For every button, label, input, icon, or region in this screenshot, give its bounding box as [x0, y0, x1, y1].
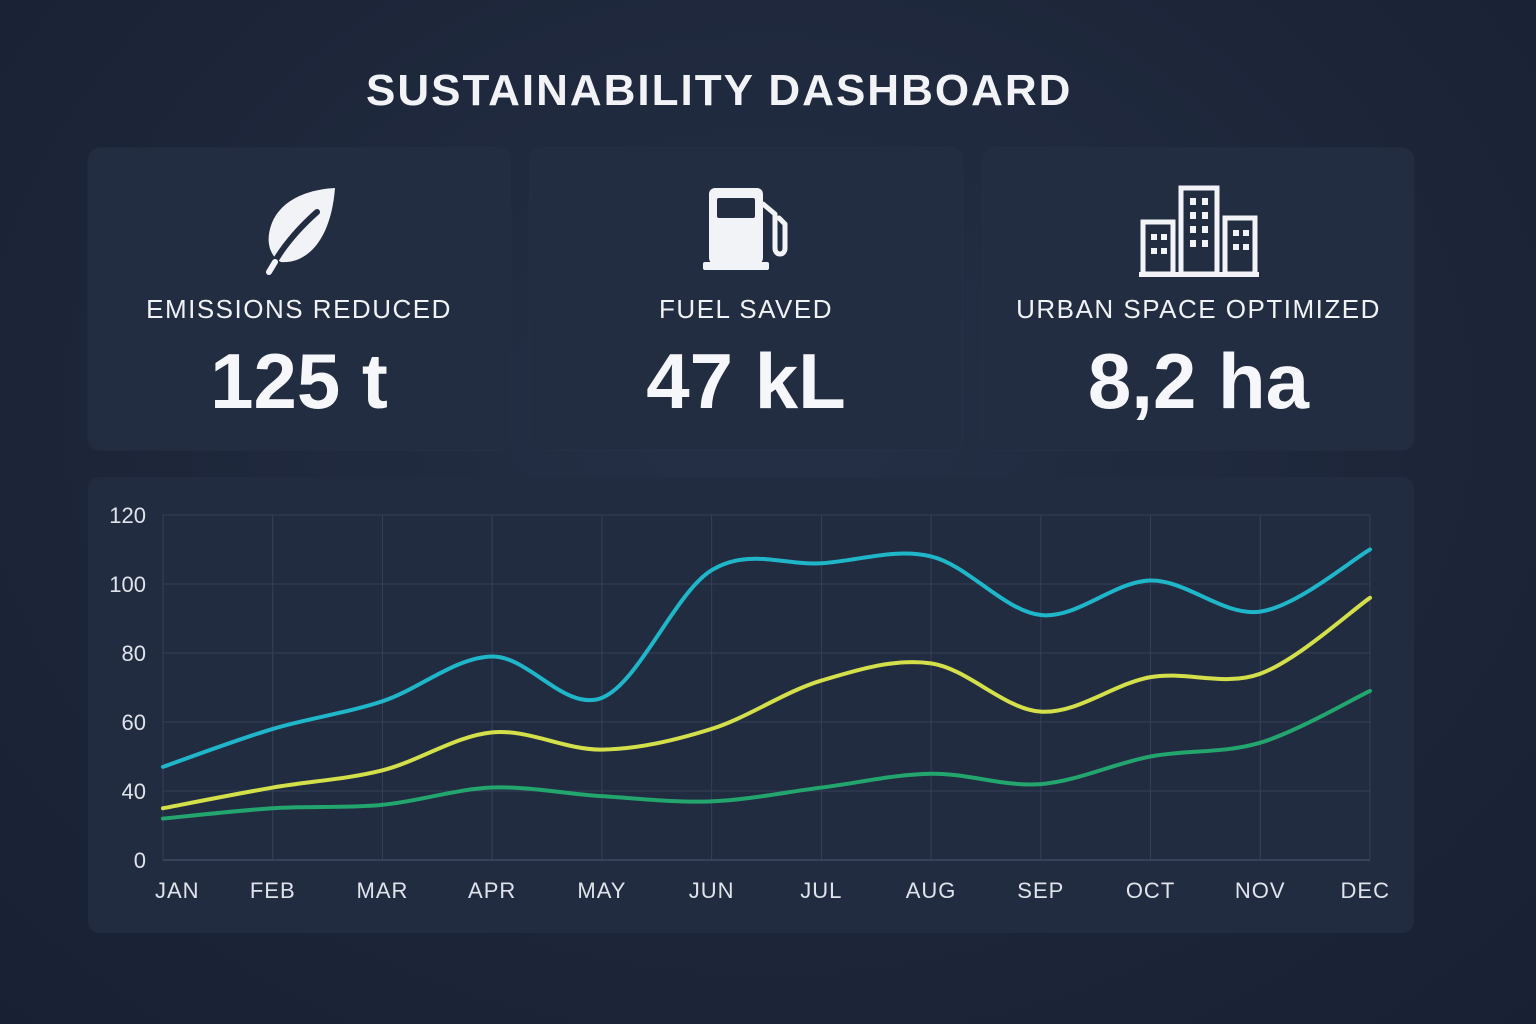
x-tick-label: DEC — [1341, 878, 1390, 903]
x-tick-label: AUG — [906, 878, 957, 903]
y-tick-label: 0 — [134, 848, 146, 873]
y-tick-label: 120 — [109, 503, 146, 528]
emissions-label: EMISSIONS REDUCED — [146, 294, 452, 324]
x-tick-label: MAY — [577, 878, 626, 903]
x-tick-label: FEB — [250, 878, 296, 903]
series-green-line — [161, 688, 1372, 821]
emissions-card: EMISSIONS REDUCED 125 t — [88, 148, 510, 450]
x-tick-label: JUN — [689, 878, 735, 903]
fuel-pump-icon — [701, 184, 791, 279]
buildings-icon — [1138, 184, 1259, 283]
series-yellow-line — [161, 595, 1372, 811]
leaf-icon — [259, 184, 339, 281]
x-tick-label: NOV — [1235, 878, 1286, 903]
page-title: SUSTAINABILITY DASHBOARD — [366, 66, 1073, 115]
x-tick-label: SEP — [1017, 878, 1064, 903]
y-tick-label: 40 — [122, 779, 146, 804]
y-tick-label: 60 — [122, 710, 146, 735]
fuel-card: FUEL SAVED 47 kL — [530, 148, 962, 450]
urban-space-label: URBAN SPACE OPTIMIZED — [1016, 294, 1381, 324]
x-tick-label: APR — [468, 878, 516, 903]
line-chart: 0 40 60 80 100 120 JAN FEB MAR APR MAY JUN JUL AUG SEP… — [88, 477, 1414, 933]
series-teal-line — [161, 547, 1372, 769]
emissions-value: 125 t — [210, 337, 388, 425]
urban-space-value: 8,2 ha — [1087, 337, 1310, 425]
x-tick-label: MAR — [357, 878, 409, 903]
x-tick-label: OCT — [1126, 878, 1175, 903]
y-tick-label: 100 — [109, 572, 146, 597]
fuel-value: 47 kL — [646, 337, 846, 425]
urban-space-card: URBAN SPACE OPTIMIZED 8,2 ha — [983, 148, 1414, 450]
fuel-label: FUEL SAVED — [659, 294, 833, 324]
x-tick-label: JUL — [800, 878, 842, 903]
y-tick-label: 80 — [122, 641, 146, 666]
chart-canvas: 0 40 60 80 100 120 JAN FEB MAR APR MAY JUN JUL AUG SEP… — [109, 503, 1390, 903]
x-tick-label: JAN — [155, 878, 200, 903]
